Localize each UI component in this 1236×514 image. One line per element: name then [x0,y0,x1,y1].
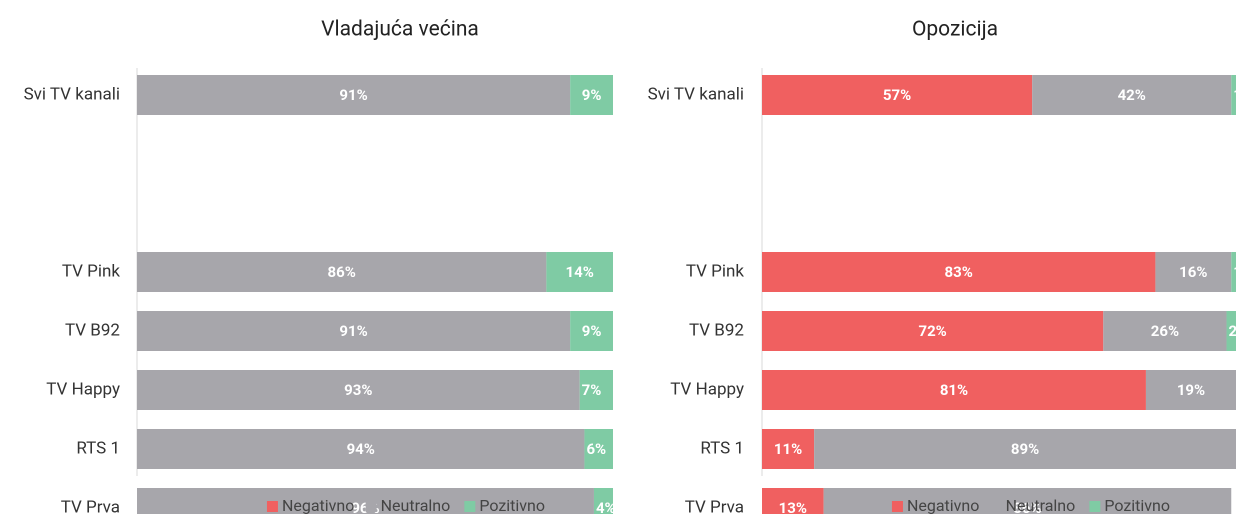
category-label: TV Happy [670,379,744,399]
value-label: 1% [1233,86,1236,104]
bar-segment [546,252,613,292]
bar-segment [762,311,1104,351]
bar-segment [1226,311,1236,351]
value-label: 72% [918,322,946,340]
value-label: 6% [586,440,606,458]
legend-swatch [266,501,278,512]
value-label: 81% [940,381,968,399]
value-label: 42% [1118,86,1146,104]
value-label: 4% [596,499,616,514]
bar-segment [137,252,547,292]
category-label: Svi TV kanali [648,84,744,104]
value-label: 2% [1229,322,1236,340]
bar-segment [762,252,1156,292]
legend-label: Pozitivno [479,496,545,514]
legend-label: Neutralno [1006,496,1076,514]
chart-title: Vladajuća većina [321,18,479,42]
bar-segment [1032,75,1232,115]
value-label: 93% [344,381,372,399]
bar-segment [762,488,824,514]
bar-segment [1231,252,1236,292]
value-label: 19% [1177,381,1205,399]
bar-segment [137,429,585,469]
legend-swatch [891,501,903,512]
legend-label: Pozitivno [1104,496,1170,514]
value-label: 11% [774,440,802,458]
bar-segment [570,75,613,115]
legend-swatch [1089,501,1101,512]
bar-segment [823,488,1232,514]
category-label: Svi TV kanali [24,84,120,104]
bar-segment [137,488,594,514]
bar-segment [1231,75,1236,115]
value-label: 94% [347,440,375,458]
legend-label: Negativno [907,496,979,514]
category-label: RTS 1 [700,438,744,458]
bar-segment [570,311,613,351]
legend-label: Negativno [282,496,354,514]
legend-label: Neutralno [381,496,451,514]
value-label: 91% [339,86,367,104]
value-label: 14% [566,263,594,281]
value-label: 86% [1013,499,1041,514]
category-label: TV B92 [65,320,120,340]
legend-swatch [464,501,476,512]
value-label: 1% [1233,263,1236,281]
chart-title: Opozicija [912,18,998,42]
category-label: TV Prva [61,497,120,514]
category-label: TV Pink [686,261,745,281]
legend-swatch [990,501,1002,512]
bar-segment [593,488,613,514]
category-label: TV Happy [46,379,120,399]
bar-segment [137,311,571,351]
bar-segment [814,429,1236,469]
category-label: TV Pink [62,261,121,281]
value-label: 57% [883,86,911,104]
value-label: 89% [1011,440,1039,458]
value-label: 16% [1179,263,1207,281]
bar-segment [137,370,580,410]
value-label: 26% [1151,322,1179,340]
value-label: 86% [328,263,356,281]
bar-segment [762,370,1146,410]
value-label: 13% [779,499,807,514]
bar-segment [762,429,815,469]
value-label: 7% [582,381,602,399]
value-label: 9% [582,86,602,104]
value-label: 91% [339,322,367,340]
bar-segment [579,370,613,410]
category-label: TV Prva [685,497,744,514]
bar-segment [1155,252,1232,292]
bar-segment [137,75,571,115]
bar-segment [1103,311,1227,351]
value-label: 83% [945,263,973,281]
category-label: RTS 1 [76,438,120,458]
bar-segment [762,75,1033,115]
legend-swatch [365,501,377,512]
bar-segment [584,429,613,469]
bar-segment [1145,370,1236,410]
category-label: TV B92 [689,320,744,340]
value-label: 9% [582,322,602,340]
